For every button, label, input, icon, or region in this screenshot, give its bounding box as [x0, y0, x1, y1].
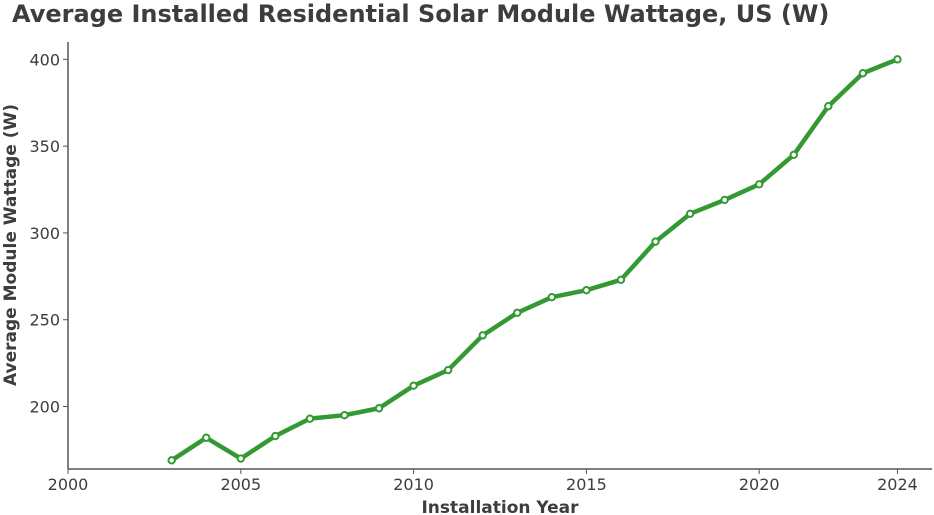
data-point: [202, 433, 211, 442]
data-point: [167, 456, 176, 465]
series-group: [167, 55, 902, 465]
data-point: [789, 150, 798, 160]
series-line: [169, 57, 900, 463]
data-point: [582, 286, 591, 295]
y-ticks: 200 250 300 350 400: [29, 50, 68, 417]
x-axis-title: Installation Year: [421, 498, 579, 515]
data-point: [755, 180, 764, 189]
x-tick-label: 2024: [877, 475, 918, 494]
y-tick-label: 250: [29, 311, 60, 330]
x-ticks: 2000 2005 2010 2015 2020 2024: [48, 469, 918, 494]
data-point: [443, 365, 453, 375]
x-tick-label: 2015: [566, 475, 607, 494]
data-point: [685, 209, 695, 219]
data-point: [340, 410, 349, 420]
data-point: [236, 454, 246, 463]
x-tick-label: 2010: [393, 475, 434, 494]
x-tick-label: 2000: [48, 475, 89, 494]
data-point: [858, 69, 868, 78]
y-tick-label: 350: [29, 137, 60, 156]
data-point: [651, 237, 660, 246]
data-point: [720, 195, 729, 205]
data-point: [513, 308, 522, 317]
data-point: [616, 275, 626, 285]
data-point: [893, 55, 902, 64]
data-point: [305, 414, 315, 423]
data-point: [547, 292, 557, 302]
x-tick-label: 2020: [739, 475, 780, 494]
data-point: [271, 431, 280, 441]
chart-title: Average Installed Residential Solar Modu…: [12, 0, 830, 28]
y-axis-title: Average Module Wattage (W): [1, 104, 21, 386]
data-point: [824, 102, 833, 111]
axes: [67, 42, 932, 470]
x-tick-label: 2005: [220, 475, 261, 494]
data-point: [478, 331, 487, 340]
data-point: [374, 404, 384, 413]
data-point: [409, 381, 418, 390]
y-tick-label: 200: [29, 398, 60, 417]
y-tick-label: 300: [29, 224, 60, 243]
y-tick-label: 400: [29, 50, 60, 69]
